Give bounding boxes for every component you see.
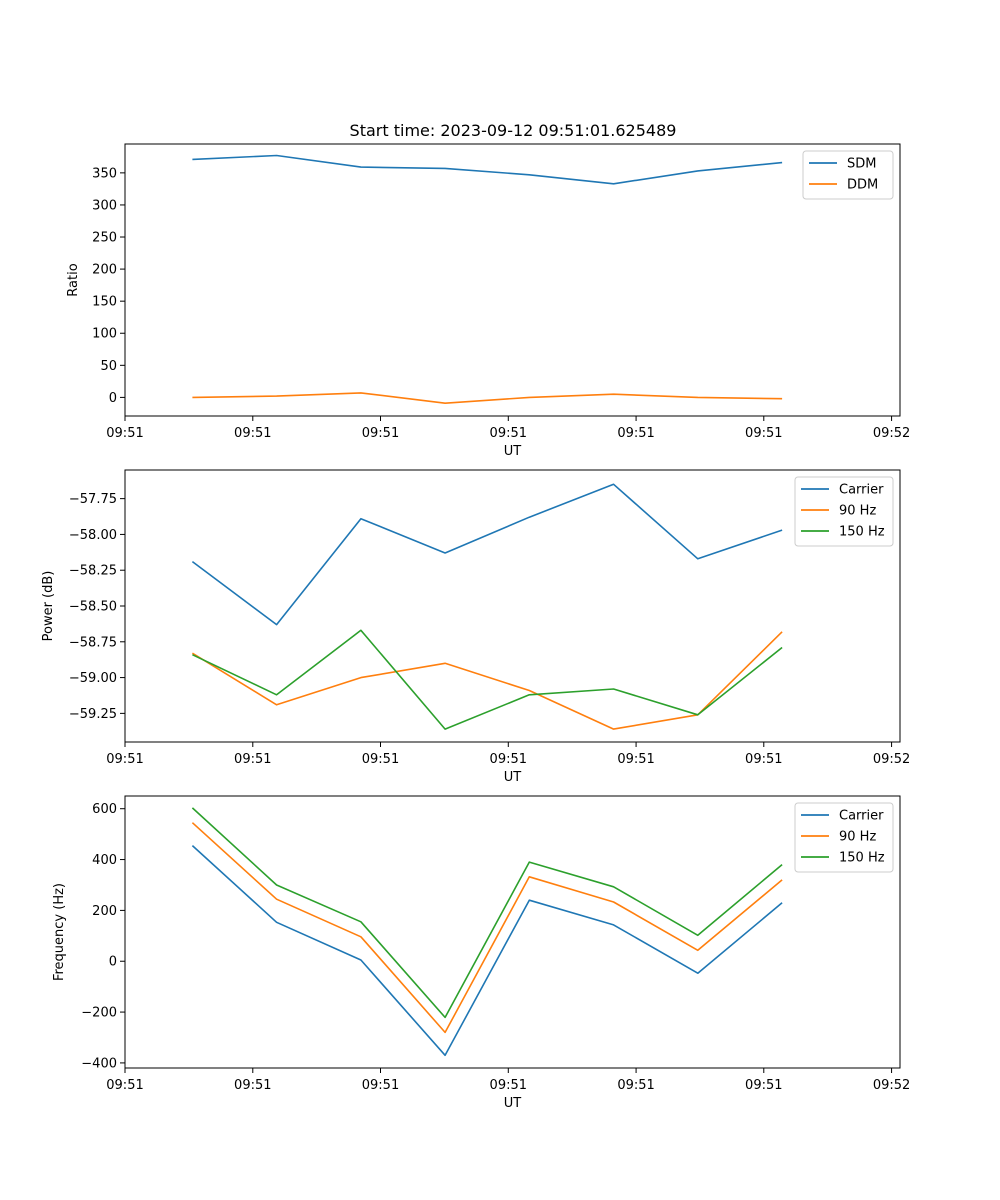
- legend-box: [794, 476, 894, 547]
- y-tick-label: 0: [109, 391, 117, 406]
- x-tick-label: 09:51: [617, 1078, 654, 1093]
- panel-1: 09:51 09:51 09:51 09:51 09:51 09:51 09:52 0 50 10…: [66, 143, 910, 459]
- legend-label: SDM: [847, 157, 876, 172]
- x-tick-label: 09:51: [234, 752, 271, 767]
- legend: Carrier 90 Hz 150 Hz: [794, 476, 894, 547]
- y-tick-label: −400: [81, 1056, 117, 1071]
- series-line-150-hz: [192, 629, 783, 730]
- x-tick-label: 09:51: [234, 426, 271, 441]
- chart-title: Start time: 2023-09-12 09:51:01.625489: [350, 121, 677, 140]
- y-tick-label: −58.75: [69, 635, 117, 650]
- y-tick-label: −200: [81, 1006, 117, 1021]
- x-tick-label: 09:51: [617, 426, 654, 441]
- x-tick-label: 09:51: [745, 752, 782, 767]
- legend-label: Carrier: [839, 809, 884, 824]
- legend: Carrier 90 Hz 150 Hz: [794, 802, 894, 873]
- legend: SDM DDM: [802, 150, 894, 200]
- y-tick-label: 100: [92, 327, 117, 342]
- x-axis-label: UT: [504, 770, 522, 785]
- series-line-sdm: [192, 154, 783, 185]
- x-tick-label: 09:51: [106, 1078, 143, 1093]
- x-tick-label: 09:52: [873, 752, 910, 767]
- y-axis-label: Power (dB): [41, 571, 56, 642]
- y-tick-label: 150: [92, 295, 117, 310]
- x-tick-label: 09:51: [362, 752, 399, 767]
- panel-3: 09:51 09:51 09:51 09:51 09:51 09:51 09:52 −400 −…: [52, 795, 910, 1111]
- y-tick-label: 600: [92, 802, 117, 817]
- x-tick-label: 09:51: [617, 752, 654, 767]
- x-tick-label: 09:51: [362, 1078, 399, 1093]
- series-line-90-hz: [191, 822, 783, 1034]
- x-tick-label: 09:51: [234, 1078, 271, 1093]
- axes-frame: [124, 143, 901, 417]
- x-tick-label: 09:51: [490, 1078, 527, 1093]
- y-tick-label: 0: [109, 955, 117, 970]
- x-tick-label: 09:52: [873, 426, 910, 441]
- series-line-90-hz: [191, 631, 783, 730]
- x-axis-label: UT: [504, 1096, 522, 1111]
- y-tick-label: −58.00: [69, 528, 117, 543]
- x-tick-label: 09:51: [106, 752, 143, 767]
- y-tick-label: −59.00: [69, 671, 117, 686]
- x-tick-label: 09:51: [745, 426, 782, 441]
- legend-label: 90 Hz: [839, 830, 876, 845]
- y-tick-label: 200: [92, 263, 117, 278]
- y-tick-label: −58.50: [69, 600, 117, 615]
- y-tick-label: 350: [92, 166, 117, 181]
- x-tick-label: 09:51: [362, 426, 399, 441]
- x-tick-label: 09:51: [490, 426, 527, 441]
- x-tick-label: 09:51: [106, 426, 143, 441]
- x-tick-label: 09:52: [873, 1078, 910, 1093]
- x-tick-label: 09:51: [490, 752, 527, 767]
- legend-label: 150 Hz: [839, 525, 885, 540]
- legend-label: 90 Hz: [839, 504, 876, 519]
- series-line-ddm: [192, 392, 783, 405]
- y-tick-label: −57.75: [69, 492, 117, 507]
- series-line-carrier: [191, 483, 783, 626]
- y-axis-label: Ratio: [66, 263, 81, 296]
- legend-label: 150 Hz: [839, 851, 885, 866]
- y-tick-label: 200: [92, 904, 117, 919]
- y-tick-label: 50: [100, 359, 117, 374]
- legend-label: DDM: [847, 178, 878, 193]
- y-tick-label: 250: [92, 231, 117, 246]
- y-tick-label: −59.25: [69, 707, 117, 722]
- y-tick-label: 400: [92, 853, 117, 868]
- y-tick-label: 300: [92, 198, 117, 213]
- x-axis-label: UT: [504, 444, 522, 459]
- y-axis-label: Frequency (Hz): [52, 883, 67, 981]
- y-tick-label: −58.25: [69, 564, 117, 579]
- series-line-carrier: [191, 845, 783, 1057]
- series-line-150-hz: [191, 807, 783, 1019]
- legend-box: [794, 802, 894, 873]
- legend-label: Carrier: [839, 483, 884, 498]
- x-tick-label: 09:51: [745, 1078, 782, 1093]
- panels: 09:51 09:51 09:51 09:51 09:51 09:51 09:52 0 50 10…: [41, 143, 910, 1111]
- panel-2: 09:51 09:51 09:51 09:51 09:51 09:51 09:52 −59.2…: [41, 469, 910, 785]
- axes-frame: [124, 795, 901, 1069]
